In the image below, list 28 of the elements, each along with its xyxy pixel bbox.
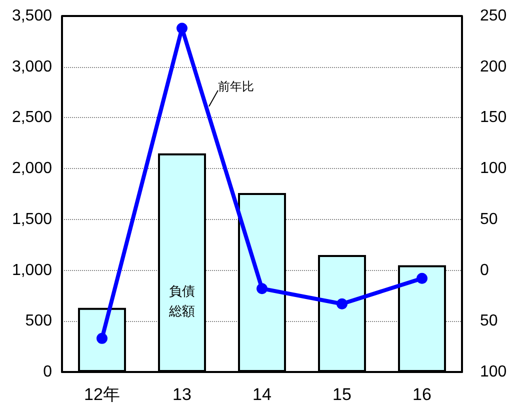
- point: [336, 298, 348, 310]
- x-tick-label: 13: [172, 385, 192, 404]
- series-label: 前年比: [218, 79, 254, 94]
- point: [96, 332, 108, 344]
- point: [416, 272, 428, 284]
- y-tick-label: 3,000: [12, 58, 52, 76]
- y-tick-label: 1,500: [12, 210, 52, 228]
- y-tick-label: 2,500: [12, 109, 52, 126]
- point: [176, 22, 188, 34]
- y2-tick-label: 50: [480, 210, 498, 228]
- y-tick-label: 500: [25, 312, 52, 330]
- y-tick-label: 3,500: [12, 8, 52, 24]
- y2-tick-label: 0: [480, 262, 489, 279]
- y-tick-label: 2,000: [12, 160, 52, 178]
- point: [256, 283, 268, 294]
- y2-tick-label: 200: [480, 58, 507, 76]
- y-tick-label: 0: [43, 364, 52, 380]
- y2-tick-label: 100: [480, 160, 507, 178]
- y2-tick-label: 250: [480, 8, 507, 24]
- y2-tick-label: 150: [480, 109, 507, 126]
- y2-tick-label: 100: [480, 364, 507, 380]
- x-tick-label: 12年: [84, 385, 120, 404]
- y-tick-label: 1,000: [12, 262, 52, 279]
- x-tick-label: 15: [332, 385, 352, 404]
- series-label: 負債総額: [168, 283, 195, 318]
- x-tick-label: 14: [252, 385, 272, 404]
- x-tick-label: 16: [412, 385, 432, 404]
- y2-tick-label: 50: [480, 312, 498, 330]
